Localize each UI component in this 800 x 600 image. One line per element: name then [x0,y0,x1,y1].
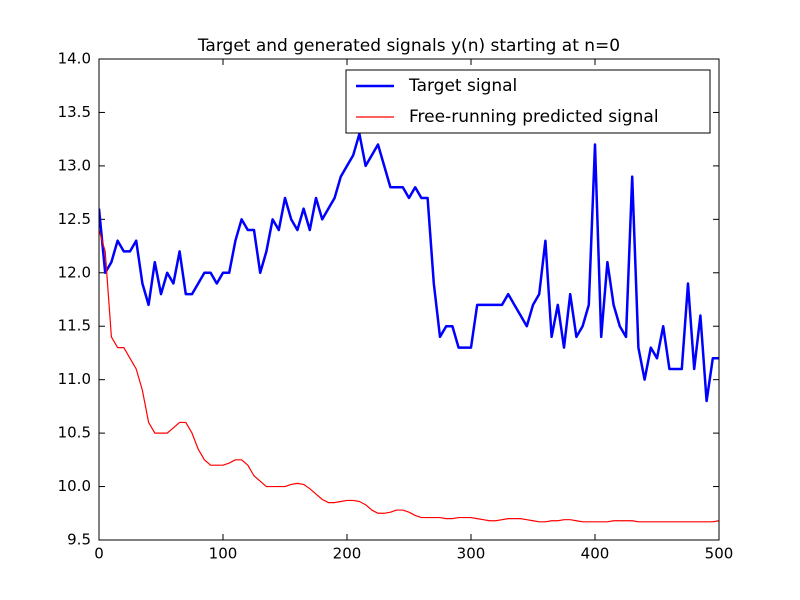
y-tick-label: 13.5 [58,103,91,121]
legend-label: Free-running predicted signal [409,107,659,127]
y-tick-label: 13.0 [58,156,91,174]
x-tick-label: 400 [581,545,610,563]
x-tick-label: 200 [333,545,362,563]
x-tick-label: 500 [705,545,734,563]
y-tick-label: 14.0 [58,50,91,68]
y-tick-label: 10.5 [58,424,91,442]
y-tick-label: 11.5 [58,317,91,335]
chart-title: Target and generated signals y(n) starti… [197,36,620,56]
x-tick-label: 100 [209,545,238,563]
y-tick-label: 12.5 [58,210,91,228]
series-line [99,132,719,403]
x-tick-label: 300 [457,545,486,563]
legend-label: Target signal [408,76,517,96]
y-tick-label: 12.0 [58,263,91,281]
y-tick-label: 10.0 [58,477,91,495]
plot-frame [98,58,720,541]
x-tick-label: 0 [94,545,104,563]
y-tick-label: 9.5 [67,531,91,549]
y-tick-label: 11.0 [58,370,91,388]
series-line [99,229,719,523]
legend-box [345,69,711,134]
